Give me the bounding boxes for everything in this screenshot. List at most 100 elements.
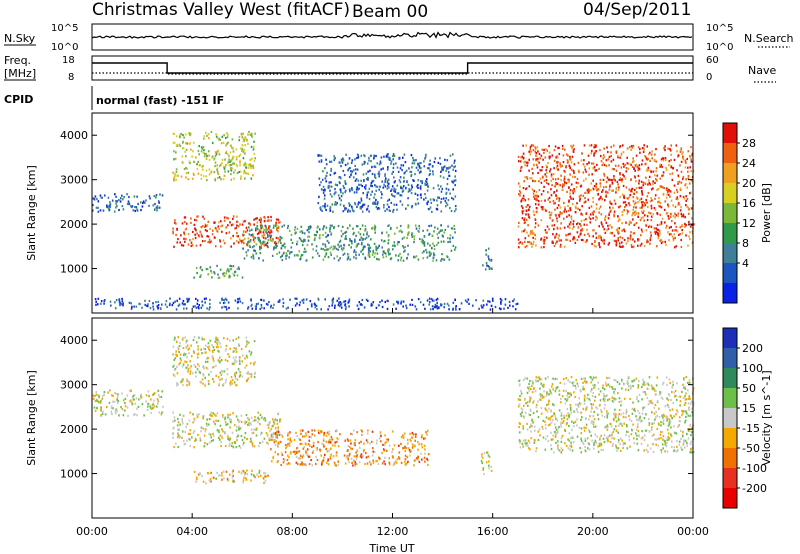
scatter-cell (203, 445, 205, 448)
scatter-cell (519, 241, 522, 244)
scatter-cell (532, 158, 535, 161)
scatter-cell (350, 447, 352, 450)
scatter-cell (619, 205, 622, 208)
scatter-cell (300, 442, 303, 445)
scatter-cell (418, 230, 420, 233)
scatter-cell (190, 365, 192, 368)
scatter-cell (665, 212, 668, 215)
scatter-cell (396, 184, 399, 187)
scatter-cell (400, 300, 403, 303)
scatter-cell (521, 230, 523, 233)
scatter-cell (210, 480, 212, 483)
scatter-cell (627, 167, 630, 170)
scatter-cell (604, 217, 606, 220)
scatter-cell (392, 194, 394, 197)
scatter-cell (188, 438, 191, 441)
scatter-cell (191, 244, 194, 247)
scatter-cell (242, 354, 244, 357)
scatter-cell (262, 418, 265, 421)
scatter-cell (218, 165, 221, 168)
scatter-cell (244, 366, 246, 369)
scatter-cell (575, 181, 578, 184)
scatter-cell (346, 258, 349, 261)
scatter-cell (378, 258, 381, 261)
scatter-cell (546, 236, 548, 239)
scatter-cell (679, 209, 682, 212)
scatter-cell (253, 249, 255, 252)
scatter-cell (388, 158, 390, 161)
scatter-cell (370, 304, 373, 307)
scatter-cell (441, 166, 443, 169)
scatter-cell (264, 417, 266, 420)
scatter-cell (684, 184, 686, 187)
scatter-cell (680, 170, 683, 173)
scatter-cell (238, 360, 241, 363)
scatter-cell (351, 447, 353, 450)
scatter-cell (579, 208, 581, 212)
scatter-cell (560, 421, 562, 424)
scatter-cell (198, 153, 200, 156)
scatter-cell (445, 169, 447, 172)
scatter-cell (175, 341, 178, 344)
scatter-cell (253, 375, 256, 379)
scatter-cell (600, 236, 602, 239)
scatter-cell (178, 363, 180, 366)
scatter-cell (689, 231, 691, 234)
scatter-cell (195, 306, 198, 309)
scatter-cell (669, 173, 671, 176)
scatter-cell (380, 156, 383, 159)
scatter-cell (687, 150, 690, 153)
scatter-cell (308, 463, 311, 466)
scatter-cell (235, 226, 237, 230)
scatter-cell (562, 419, 565, 422)
scatter-cell (612, 144, 615, 147)
scatter-cell (593, 410, 595, 414)
scatter-cell (444, 228, 447, 231)
scatter-cell (406, 462, 408, 465)
scatter-cell (188, 160, 191, 163)
scatter-cell (232, 272, 234, 275)
scatter-cell (415, 255, 418, 258)
scatter-cell (376, 439, 378, 442)
scatter-cell (371, 430, 374, 433)
scatter-cell (216, 150, 219, 153)
scatter-cell (314, 237, 316, 240)
scatter-cell (613, 199, 616, 202)
scatter-cell (608, 188, 611, 191)
scatter-cell (325, 434, 328, 437)
scatter-cell (407, 233, 409, 237)
scatter-cell (238, 135, 241, 139)
scatter-cell (528, 413, 530, 416)
scatter-cell (161, 390, 163, 393)
scatter-cell (298, 304, 301, 307)
scatter-cell (155, 301, 157, 304)
scatter-cell (254, 217, 257, 220)
scatter-cell (193, 173, 195, 177)
scatter-cell (672, 214, 675, 218)
scatter-cell (653, 387, 655, 390)
scatter-cell (249, 240, 252, 243)
scatter-cell (100, 302, 102, 305)
scatter-cell (649, 242, 651, 245)
scatter-cell (416, 457, 418, 460)
scatter-cell (197, 306, 200, 309)
scatter-cell (432, 259, 434, 262)
scatter-cell (228, 442, 231, 445)
scatter-cell (119, 197, 122, 200)
scatter-cell (338, 259, 340, 262)
scatter-cell (617, 164, 620, 167)
scatter-cell (433, 306, 436, 309)
scatter-cell (611, 444, 614, 447)
scatter-cell (256, 225, 259, 228)
scatter-cell (610, 145, 612, 149)
scatter-cell (551, 184, 553, 187)
scatter-cell (398, 456, 400, 459)
scatter-cell (335, 464, 337, 467)
scatter-cell (405, 186, 407, 189)
scatter-cell (121, 205, 124, 208)
scatter-cell (512, 300, 514, 303)
scatter-cell (219, 301, 221, 304)
scatter-cell (485, 261, 488, 265)
scatter-cell (549, 214, 551, 217)
scatter-cell (667, 147, 669, 150)
